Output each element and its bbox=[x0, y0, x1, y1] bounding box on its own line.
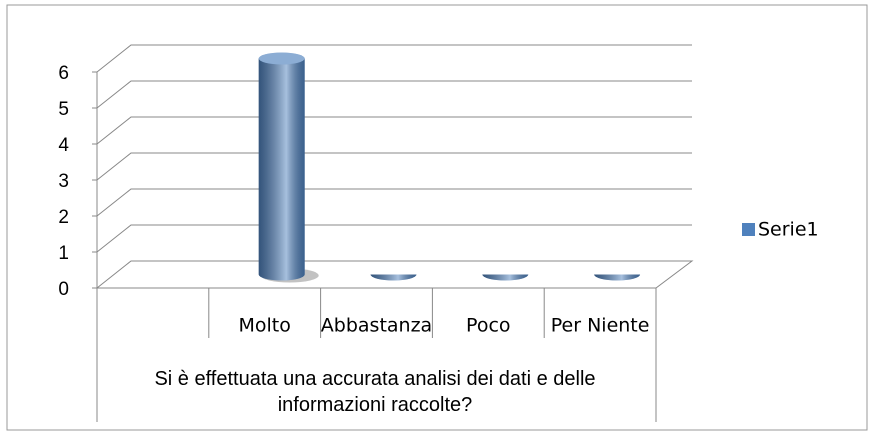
x-group-label: Si è effettuata una accurata analisi dei… bbox=[154, 368, 596, 416]
bar-top bbox=[258, 52, 305, 65]
grid-line bbox=[96, 116, 692, 145]
grid-line bbox=[96, 80, 692, 109]
y-tick-label: 0 bbox=[58, 279, 69, 300]
grid-line bbox=[96, 152, 692, 181]
y-tick-label: 5 bbox=[58, 99, 69, 120]
y-tick-label: 4 bbox=[58, 135, 69, 156]
x-tick-label: Poco bbox=[466, 315, 510, 337]
chart-border bbox=[6, 4, 868, 431]
floor bbox=[96, 260, 694, 289]
x-tick-label: Per Niente bbox=[551, 315, 650, 337]
y-tick-label: 6 bbox=[58, 63, 69, 84]
bar-shade bbox=[370, 274, 417, 281]
y-tick-label: 1 bbox=[58, 243, 69, 264]
legend-swatch bbox=[742, 223, 755, 236]
bar-shade bbox=[258, 58, 305, 281]
x-tick-label: Molto bbox=[239, 315, 291, 337]
bar-shade bbox=[482, 274, 529, 281]
grid-line bbox=[96, 224, 692, 253]
grid-line bbox=[96, 44, 692, 73]
grid-line bbox=[96, 188, 692, 217]
y-tick-label: 3 bbox=[58, 171, 69, 192]
bar-top-shade bbox=[258, 52, 305, 65]
legend-label: Serie1 bbox=[758, 219, 819, 241]
x-tick-label: Abbastanza bbox=[321, 315, 432, 337]
bar-shade bbox=[594, 274, 641, 281]
y-tick-label: 2 bbox=[58, 207, 69, 228]
